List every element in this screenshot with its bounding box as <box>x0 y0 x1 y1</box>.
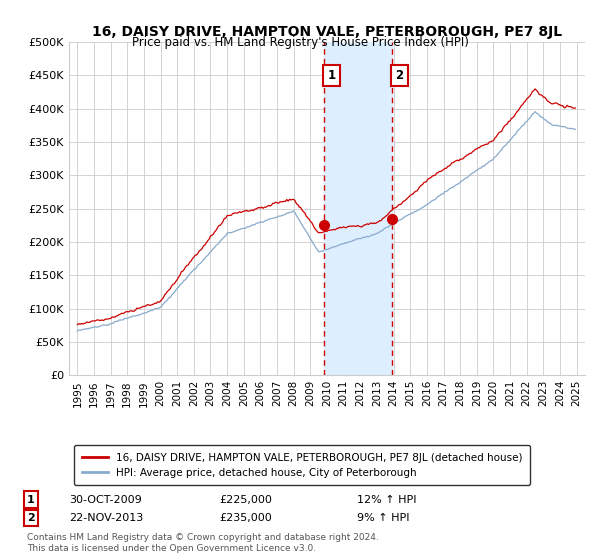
Text: 2: 2 <box>395 69 403 82</box>
Text: 2: 2 <box>27 513 35 523</box>
Text: 1: 1 <box>27 494 35 505</box>
Title: 16, DAISY DRIVE, HAMPTON VALE, PETERBOROUGH, PE7 8JL: 16, DAISY DRIVE, HAMPTON VALE, PETERBORO… <box>92 25 562 39</box>
Text: Price paid vs. HM Land Registry's House Price Index (HPI): Price paid vs. HM Land Registry's House … <box>131 36 469 49</box>
Text: Contains HM Land Registry data © Crown copyright and database right 2024.
This d: Contains HM Land Registry data © Crown c… <box>27 533 379 553</box>
Text: £235,000: £235,000 <box>219 513 272 523</box>
Text: £225,000: £225,000 <box>219 494 272 505</box>
Text: 1: 1 <box>328 69 335 82</box>
Text: 12% ↑ HPI: 12% ↑ HPI <box>357 494 416 505</box>
Legend: 16, DAISY DRIVE, HAMPTON VALE, PETERBOROUGH, PE7 8JL (detached house), HPI: Aver: 16, DAISY DRIVE, HAMPTON VALE, PETERBORO… <box>74 445 530 485</box>
Text: 22-NOV-2013: 22-NOV-2013 <box>69 513 143 523</box>
Bar <box>324 42 392 375</box>
Text: 30-OCT-2009: 30-OCT-2009 <box>69 494 142 505</box>
Text: 9% ↑ HPI: 9% ↑ HPI <box>357 513 409 523</box>
